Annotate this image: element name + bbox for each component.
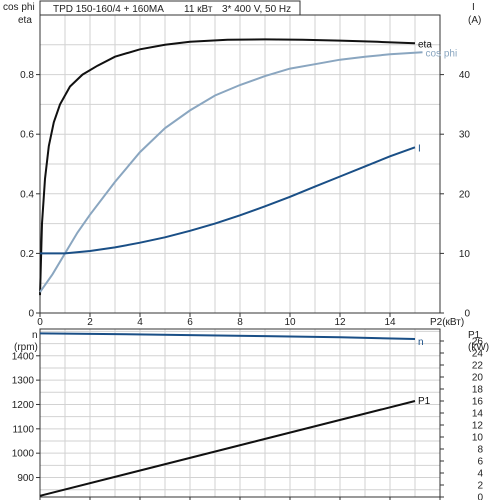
top-left-tick-label: 0.8 <box>20 70 34 81</box>
bottom-right-tick-label: 20 <box>472 373 484 384</box>
bottom-right-tick-label: 0 <box>477 493 483 500</box>
bottom-right-tick-label: 2 <box>477 481 483 492</box>
bottom-right-tick-label: 8 <box>477 445 483 456</box>
bottom-right-axis-label-2: (kW) <box>468 342 489 353</box>
top-right-axis-label-2: (A) <box>468 15 481 26</box>
top-left-tick-label: 0.4 <box>20 189 34 200</box>
bottom-left-tick-label: 1000 <box>12 449 35 460</box>
bottom-right-tick-label: 6 <box>477 457 483 468</box>
x-tick-label: 10 <box>284 317 296 328</box>
efficiency-current-panel: 0 0.2 0.4 0.6 0.8 0 10 20 30 40 0 2 4 6 8 10 12 14 P2(кВт)… <box>3 2 481 328</box>
top-left-axis-label-2: eta <box>18 15 32 26</box>
x-axis-label: P2(кВт) <box>430 317 464 328</box>
bottom-left-axis-label-1: n <box>32 330 38 341</box>
x-tick-label: 4 <box>137 317 143 328</box>
x-tick-label: 12 <box>334 317 346 328</box>
bottom-right-tick-label: 16 <box>472 397 484 408</box>
p1-curve-label: P1 <box>418 396 431 407</box>
top-left-tick-label: 0.2 <box>20 249 34 260</box>
x-tick-label: 6 <box>187 317 193 328</box>
i-curve <box>40 146 416 255</box>
bottom-right-tick-label: 26 <box>472 337 484 348</box>
x-tick-label: 2 <box>87 317 93 328</box>
bottom-left-tick-label: 1200 <box>12 400 35 411</box>
eta-curve-label: eta <box>418 39 432 50</box>
bottom-left-tick-label: 1300 <box>12 376 35 387</box>
eta-curve <box>39 38 416 296</box>
bottom-right-tick-label: 22 <box>472 361 484 372</box>
bottom-left-tick-label: 900 <box>17 473 34 484</box>
top-right-axis-label-1: I <box>472 2 475 13</box>
header-power: 11 кВт <box>184 4 213 15</box>
top-left-axis-label-1: cos phi <box>3 2 35 13</box>
top-left-tick-label: 0.6 <box>20 130 34 141</box>
top-right-tick-label: 40 <box>459 70 471 81</box>
header-title: TPD 150-160/4 + 160MA <box>53 4 164 15</box>
top-right-tick-label: 0 <box>464 309 470 320</box>
bottom-right-tick-label: 10 <box>472 433 484 444</box>
p1-curve <box>39 400 416 497</box>
top-right-tick-label: 30 <box>459 130 471 141</box>
top-left-tick-label: 0 <box>28 309 34 320</box>
bottom-left-tick-label: 1100 <box>12 424 34 435</box>
i-curve-label: I <box>418 143 421 154</box>
header-supply: 3* 400 V, 50 Hz <box>222 4 291 15</box>
top-right-tick-label: 20 <box>459 189 471 200</box>
x-tick-label: 0 <box>37 317 43 328</box>
bottom-left-tick-label: 1400 <box>12 351 35 362</box>
n-curve-label: n <box>418 337 424 348</box>
bottom-right-tick-label: 12 <box>472 421 484 432</box>
speed-power-panel: 9001000110012001300140002468101214161820… <box>12 328 489 500</box>
bottom-right-tick-label: 24 <box>472 349 484 360</box>
x-tick-label: 14 <box>384 317 396 328</box>
bottom-right-tick-label: 4 <box>477 469 483 480</box>
top-right-tick-label: 10 <box>459 249 471 260</box>
cos-phi-curve-label: cos phi <box>426 48 458 59</box>
bottom-right-axis-label-1: P1 <box>468 330 481 341</box>
header-box: TPD 150-160/4 + 160MA 11 кВт 3* 400 V, 5… <box>39 0 301 16</box>
x-tick-label: 8 <box>237 317 243 328</box>
bottom-right-tick-label: 18 <box>472 385 484 396</box>
n-curve <box>39 332 416 340</box>
bottom-left-axis-label-2: (rpm) <box>14 342 38 353</box>
bottom-right-tick-label: 14 <box>472 409 484 420</box>
cos-phi-curve <box>39 51 423 293</box>
